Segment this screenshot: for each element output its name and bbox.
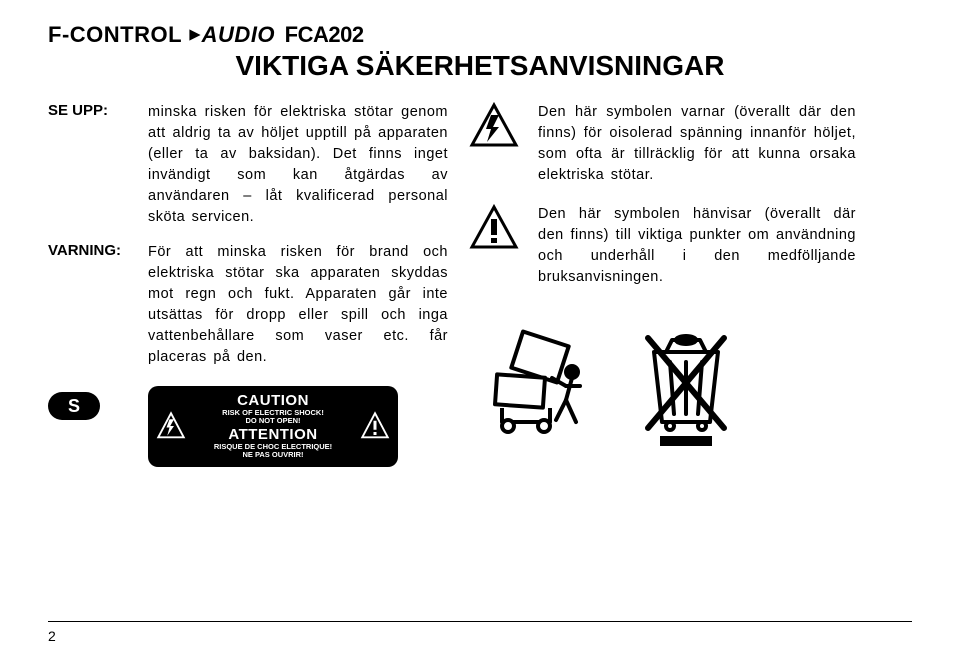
- page-number: 2: [48, 628, 56, 644]
- bottom-icon-row: [476, 328, 856, 448]
- symbol1-text: Den här symbolen varnar (överallt där de…: [538, 102, 856, 186]
- voltage-triangle-icon: [466, 102, 522, 148]
- triangle-right-icon: [188, 28, 202, 42]
- bolt-tri-icon: [156, 411, 186, 441]
- varning-text: För att minska risken för brand och elek…: [148, 242, 448, 368]
- weee-bin-icon: [636, 328, 736, 448]
- varning-label: VARNING:: [48, 242, 148, 368]
- footer-divider: [48, 621, 912, 622]
- content-columns: SE UPP: minska risken för elektriska stö…: [48, 102, 912, 467]
- model-number: FCA202: [285, 22, 364, 47]
- seupp-text: minska risken för elektriska stötar geno…: [148, 102, 448, 228]
- seupp-label: SE UPP:: [48, 102, 148, 228]
- caution-warning-box: CAUTION RISK OF ELECTRIC SHOCK! DO NOT O…: [148, 386, 398, 467]
- product-header: F-CONTROL AUDIO FCA202: [48, 22, 912, 48]
- varning-block: VARNING: För att minska risken för brand…: [48, 242, 448, 368]
- brand-fcontrol: F-CONTROL: [48, 22, 182, 47]
- trolley-tipping-icon: [476, 328, 596, 448]
- left-column: SE UPP: minska risken för elektriska stö…: [48, 102, 448, 467]
- symbol2-text: Den här symbolen hänvisar (överallt där …: [538, 204, 856, 288]
- symbol2-row: Den här symbolen hänvisar (överallt där …: [466, 204, 856, 288]
- brand-audio: AUDIO: [202, 22, 275, 47]
- page-title: VIKTIGA SÄKERHETSANVISNINGAR: [48, 50, 912, 82]
- symbol1-row: Den här symbolen varnar (överallt där de…: [466, 102, 856, 186]
- exclaim-tri-icon: [360, 411, 390, 441]
- seupp-block: SE UPP: minska risken för elektriska stö…: [48, 102, 448, 228]
- exclaim-triangle-icon: [466, 204, 522, 250]
- right-column: Den här symbolen varnar (överallt där de…: [466, 102, 856, 467]
- language-badge: S: [48, 392, 100, 420]
- caution-text: CAUTION RISK OF ELECTRIC SHOCK! DO NOT O…: [192, 392, 354, 459]
